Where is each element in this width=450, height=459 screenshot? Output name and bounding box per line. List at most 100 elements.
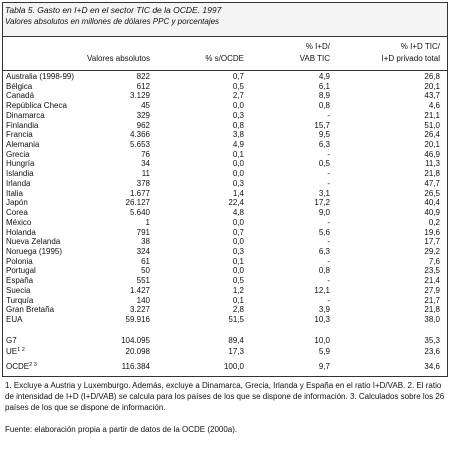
cell: 0,7 xyxy=(232,72,244,81)
cell: 0,1 xyxy=(232,149,244,159)
cell: 27,9 xyxy=(424,285,440,295)
cell: 51,5 xyxy=(228,315,244,324)
row-label: Islandia xyxy=(6,169,34,179)
cell: 46,9 xyxy=(424,149,440,159)
cell: 76 xyxy=(141,149,150,159)
cell: 0,3 xyxy=(232,246,244,256)
row-label: Italia xyxy=(6,188,23,198)
subtitle: Valores absolutos en millones de dólares… xyxy=(5,17,220,26)
cell: 3,1 xyxy=(318,188,330,198)
cell: 38,0 xyxy=(424,315,440,324)
cell: 612 xyxy=(136,81,150,91)
row-label: Noruega (1995) xyxy=(6,246,63,256)
cell: - xyxy=(327,276,330,286)
cell: 17,7 xyxy=(424,237,440,247)
cell: 9,5 xyxy=(318,130,330,140)
cell: 4,9 xyxy=(318,72,330,81)
header-rule xyxy=(2,70,448,71)
cell: - xyxy=(327,256,330,266)
cell: 5.640 xyxy=(129,208,150,218)
cell: 2,8 xyxy=(232,305,244,315)
cell: 1 xyxy=(145,217,150,227)
cell: 59.916 xyxy=(125,315,150,324)
table-box xyxy=(2,36,448,377)
source: Fuente: elaboración propia a partir de d… xyxy=(5,425,238,434)
cell: 11,3 xyxy=(425,159,440,169)
cell: 116.384 xyxy=(121,362,150,371)
cell: 9,0 xyxy=(318,208,330,218)
cell: 4,6 xyxy=(428,101,440,111)
column-header: % I+D TIC/ xyxy=(400,42,440,51)
row-label: Australia (1998-99) xyxy=(6,72,75,81)
title: Tabla 5. Gasto en I+D en el sector TIC d… xyxy=(5,5,222,15)
row-label: Suecia xyxy=(6,285,31,295)
cell: 21,8 xyxy=(424,169,440,179)
column-header: I+D privado total xyxy=(381,54,440,63)
cell: 7,6 xyxy=(428,256,440,266)
cell: 21,4 xyxy=(424,276,440,286)
cell: - xyxy=(327,237,330,247)
cell: 1,2 xyxy=(232,285,244,295)
cell: 38 xyxy=(141,237,150,247)
cell: 40,4 xyxy=(424,198,440,208)
cell: 6,3 xyxy=(318,246,330,256)
cell: 962 xyxy=(136,120,150,130)
cell: 324 xyxy=(136,246,150,256)
cell: 551 xyxy=(136,276,150,286)
cell: 0,8 xyxy=(232,120,244,130)
cell: 104.095 xyxy=(121,336,150,345)
cell: 0,0 xyxy=(232,159,244,169)
cell: 3,8 xyxy=(232,130,244,140)
row-label: OCDE2 3 xyxy=(6,362,37,371)
cell: - xyxy=(327,169,330,179)
cell: 12,1 xyxy=(314,285,330,295)
cell: 20.098 xyxy=(125,347,150,356)
cell: 21,1 xyxy=(424,110,440,120)
cell: 0,0 xyxy=(232,169,244,179)
cell: 0,2 xyxy=(428,217,440,227)
cell: 378 xyxy=(136,178,150,188)
cell: 10,3 xyxy=(314,315,330,324)
cell: 8,9 xyxy=(318,91,330,101)
cell: 20,1 xyxy=(424,140,440,150)
cell: 0,0 xyxy=(232,237,244,247)
cell: 4,8 xyxy=(232,208,244,218)
cell: 6,1 xyxy=(318,81,330,91)
cell: 17,2 xyxy=(314,198,330,208)
cell: 15,7 xyxy=(314,120,330,130)
cell: 34,6 xyxy=(424,362,440,371)
cell: 6,3 xyxy=(318,140,330,150)
row-label: Canadá xyxy=(6,91,35,101)
cell: - xyxy=(327,217,330,227)
row-label: República Checa xyxy=(6,101,67,111)
cell: - xyxy=(327,110,330,120)
cell: 2,7 xyxy=(232,91,244,101)
row-label: UE1 2 xyxy=(6,347,25,356)
cell: 4.366 xyxy=(129,130,150,140)
cell: 26,8 xyxy=(424,72,440,81)
cell: 0,3 xyxy=(232,110,244,120)
cell: 11 xyxy=(141,169,150,179)
cell: 20,1 xyxy=(424,81,440,91)
cell: 40,9 xyxy=(424,208,440,218)
cell: 51,0 xyxy=(424,120,440,130)
row-label: Alemania xyxy=(6,140,40,150)
cell: 47,7 xyxy=(424,178,440,188)
cell: 3.129 xyxy=(129,91,150,101)
row-label: Nueva Zelanda xyxy=(6,237,61,247)
cell: 0,3 xyxy=(232,178,244,188)
row-label: Bélgica xyxy=(6,81,33,91)
cell: 22,4 xyxy=(228,198,244,208)
cell: 0,1 xyxy=(232,256,244,266)
cell: 26,4 xyxy=(424,130,440,140)
cell: 791 xyxy=(136,227,150,237)
cell: 0,0 xyxy=(232,101,244,111)
cell: 329 xyxy=(136,110,150,120)
superscript: 1 2 xyxy=(17,347,25,353)
cell: 21,7 xyxy=(424,295,440,305)
row-label: España xyxy=(6,276,34,286)
cell: 5.653 xyxy=(129,140,150,150)
title-box xyxy=(2,2,448,37)
column-header: Valores absolutos xyxy=(87,54,150,63)
